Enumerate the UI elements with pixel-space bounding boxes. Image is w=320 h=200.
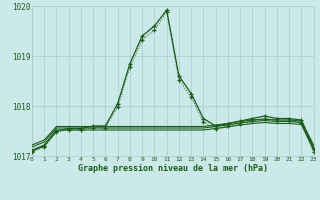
X-axis label: Graphe pression niveau de la mer (hPa): Graphe pression niveau de la mer (hPa) [78,164,268,173]
